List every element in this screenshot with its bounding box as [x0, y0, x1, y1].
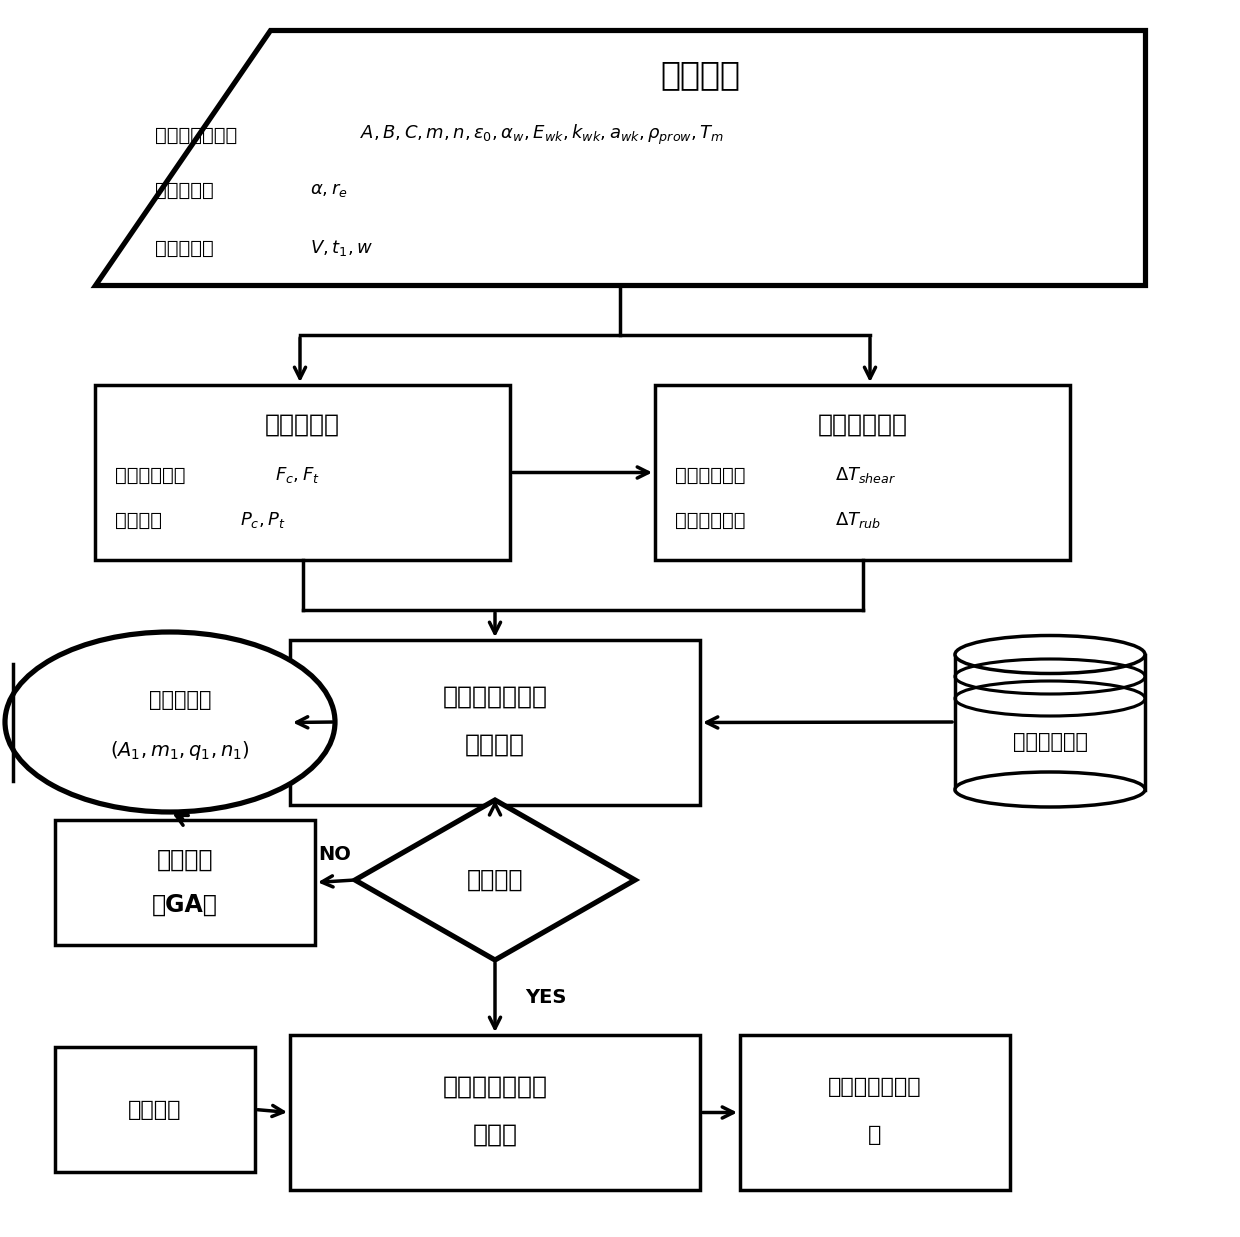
- Text: 测试数据: 测试数据: [128, 1100, 182, 1119]
- Text: $\Delta T_{rub}$: $\Delta T_{rub}$: [835, 510, 880, 529]
- Bar: [95, 385, 510, 560]
- Bar: [955, 654, 1145, 789]
- Text: $\alpha,r_e$: $\alpha,r_e$: [310, 181, 347, 199]
- Text: 计算切削力: 计算切削力: [265, 413, 340, 437]
- Text: 剪切区热源：: 剪切区热源：: [675, 465, 745, 485]
- Text: NO: NO: [319, 846, 351, 865]
- Text: $F_c,F_t$: $F_c,F_t$: [275, 465, 320, 485]
- Text: $A,B,C,m,n,\varepsilon_0,\alpha_w,E_{wk},k_{wk},a_{wk},\rho_{prow},T_m$: $A,B,C,m,n,\varepsilon_0,\alpha_w,E_{wk}…: [360, 122, 724, 147]
- Text: 刀具几何：: 刀具几何：: [155, 181, 213, 199]
- Text: YES: YES: [525, 988, 567, 1007]
- Text: 残余应力实验: 残余应力实验: [1013, 732, 1087, 752]
- Text: 表面残余应力预: 表面残余应力预: [443, 1075, 548, 1098]
- Text: 经验模型: 经验模型: [465, 734, 525, 757]
- Text: $V,t_1,w$: $V,t_1,w$: [310, 238, 373, 259]
- Text: 工件材料参数：: 工件材料参数：: [155, 125, 237, 145]
- Bar: [655, 385, 1070, 560]
- Text: $P_c,P_t$: $P_c,P_t$: [241, 510, 285, 529]
- Text: 切层形成力：: 切层形成力：: [115, 465, 186, 485]
- Text: 摩擦区热源：: 摩擦区热源：: [675, 511, 745, 529]
- Bar: [290, 640, 701, 805]
- Text: 基于热力耦合的: 基于热力耦合的: [443, 685, 548, 709]
- Text: $\Delta T_{shear}$: $\Delta T_{shear}$: [835, 465, 897, 485]
- Ellipse shape: [5, 632, 335, 811]
- Text: 达到标准: 达到标准: [466, 868, 523, 892]
- Bar: [740, 1035, 1011, 1190]
- Bar: [55, 1047, 255, 1171]
- Text: 切削参数：: 切削参数：: [155, 239, 213, 257]
- Ellipse shape: [955, 636, 1145, 673]
- Text: 初始参数：: 初始参数：: [149, 690, 211, 710]
- Text: $(A_1,m_1,q_1,n_1)$: $(A_1,m_1,q_1,n_1)$: [110, 738, 249, 762]
- Ellipse shape: [955, 772, 1145, 807]
- Text: 计算切削温度: 计算切削温度: [817, 413, 908, 437]
- Text: 犁耕力：: 犁耕力：: [115, 511, 162, 529]
- Polygon shape: [95, 30, 1145, 285]
- Polygon shape: [355, 800, 635, 960]
- Text: （GA）: （GA）: [153, 893, 218, 917]
- Bar: [55, 820, 315, 945]
- Text: 表面残余应力优: 表面残余应力优: [828, 1077, 921, 1097]
- Bar: [290, 1035, 701, 1190]
- Text: 遗传算法: 遗传算法: [156, 849, 213, 872]
- Text: 参数输入: 参数输入: [660, 58, 740, 92]
- Text: 测模型: 测模型: [472, 1123, 517, 1147]
- Text: 化: 化: [868, 1124, 882, 1145]
